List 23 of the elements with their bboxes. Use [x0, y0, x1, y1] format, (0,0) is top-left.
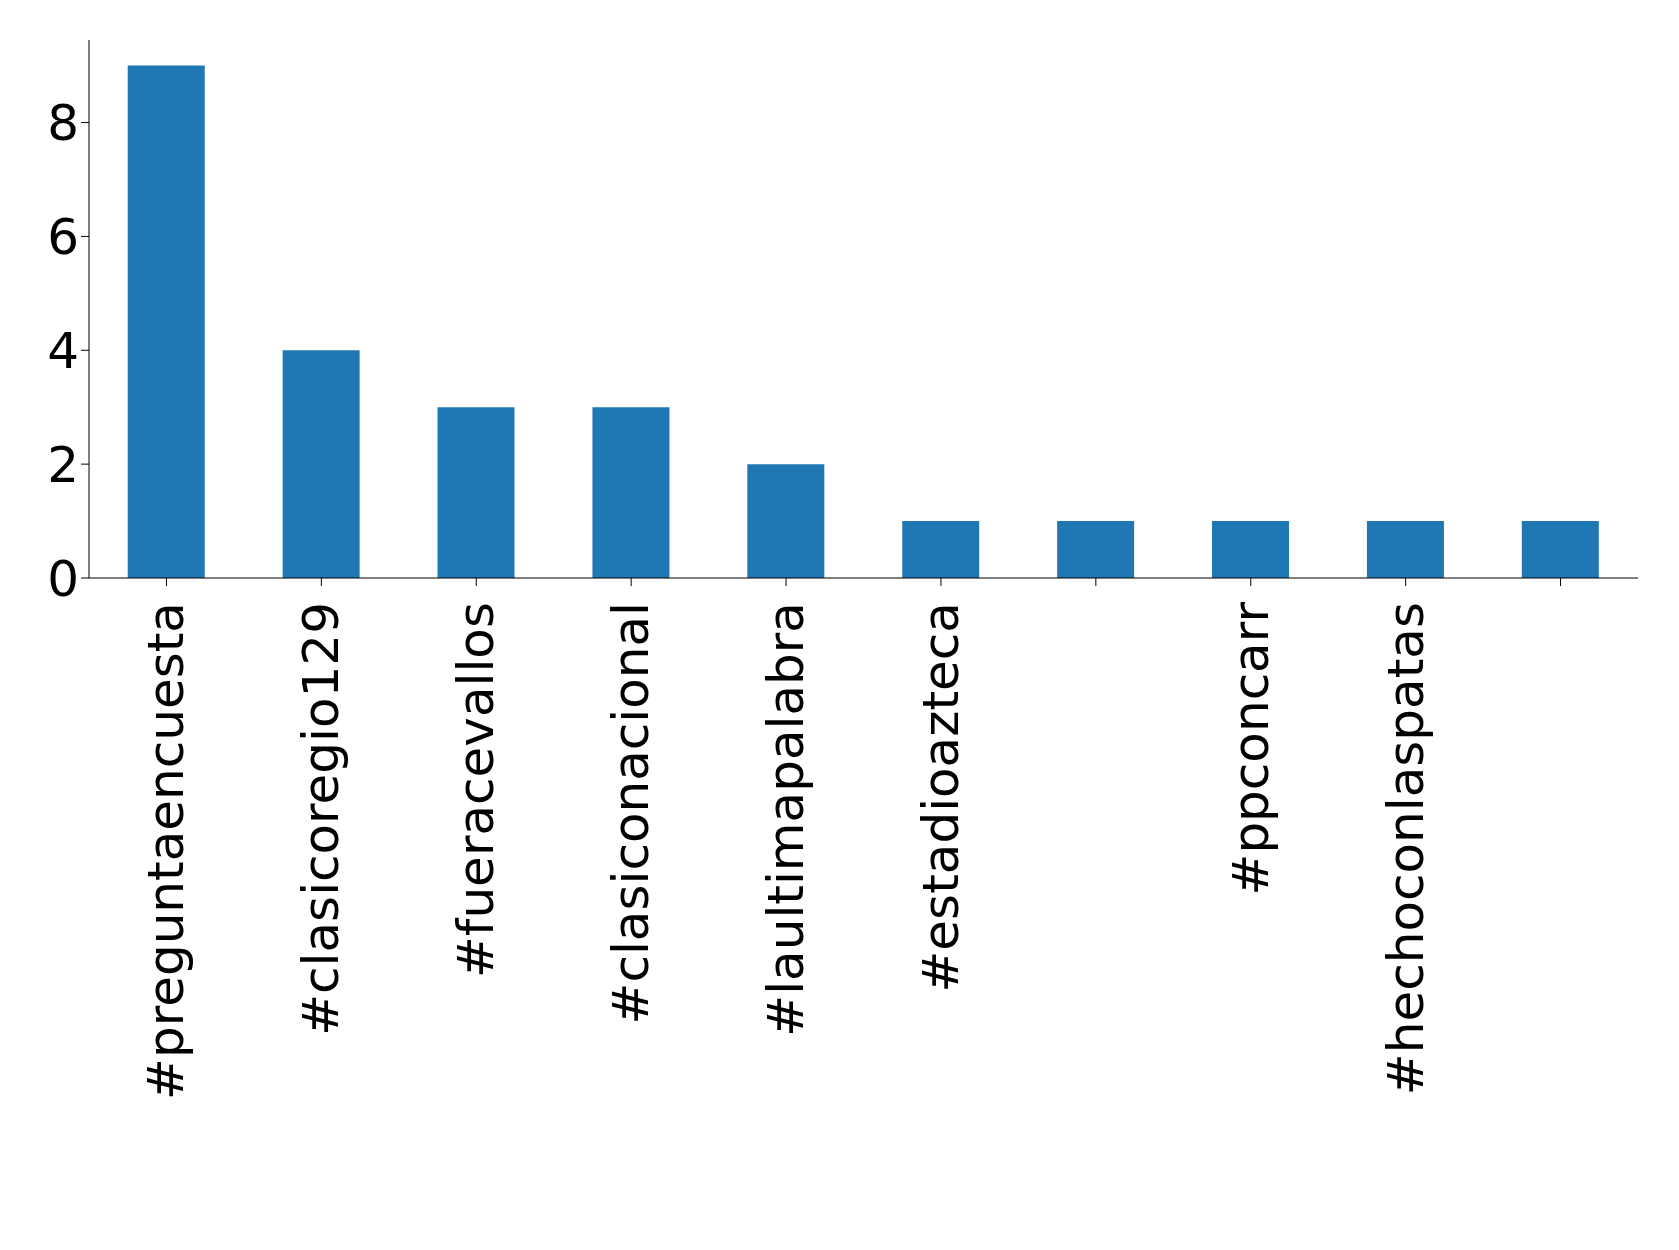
y-tick-label: 2: [47, 435, 79, 494]
bar: [747, 464, 825, 578]
x-tick-label: #laultimapalabra: [757, 602, 816, 1037]
bar: [1212, 521, 1290, 578]
y-tick-label: 4: [47, 322, 79, 381]
bar: [437, 407, 515, 578]
y-tick-label: 0: [47, 549, 79, 608]
bar: [127, 65, 205, 578]
x-tick-label: #estadioazteca: [911, 602, 970, 993]
x-tick-label: #clasiconacional: [602, 602, 661, 1025]
bar: [902, 521, 980, 578]
bar: [1521, 521, 1599, 578]
x-tick-label: #fueracevallos: [447, 602, 506, 979]
x-tick-label: #clasicoregio129: [292, 602, 351, 1036]
x-tick-label: #hechoconlaspatas: [1376, 602, 1435, 1096]
bar: [1366, 521, 1444, 578]
x-tick-label: #ppconcarr: [1221, 601, 1280, 896]
bar: [592, 407, 670, 578]
x-tick-label: #preguntaencuesta: [137, 602, 196, 1100]
bar: [1057, 521, 1135, 578]
y-tick-label: 8: [47, 94, 79, 153]
y-tick-label: 6: [47, 208, 79, 267]
bar: [282, 350, 360, 578]
